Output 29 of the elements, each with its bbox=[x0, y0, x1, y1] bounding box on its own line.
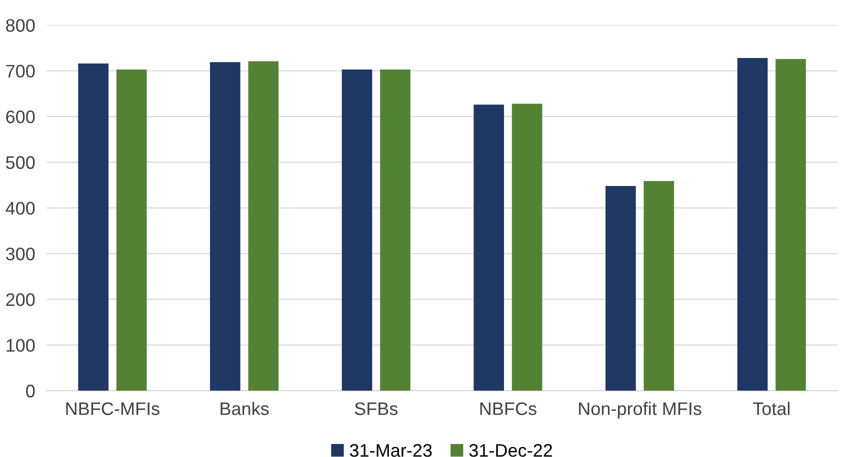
bar bbox=[512, 104, 542, 391]
y-tick-label: 600 bbox=[6, 110, 35, 124]
x-tick-label: NBFCs bbox=[480, 402, 536, 416]
bar bbox=[248, 61, 279, 391]
y-tick-label: 500 bbox=[6, 156, 35, 169]
bar bbox=[116, 69, 147, 391]
y-tick-label: 0 bbox=[26, 384, 35, 398]
y-tick-label: 300 bbox=[6, 248, 35, 260]
bar bbox=[776, 58, 806, 391]
x-tick-label: Non-profit MFIs bbox=[579, 402, 702, 419]
y-tick-label: 100 bbox=[6, 338, 35, 352]
bar bbox=[78, 64, 108, 391]
bar bbox=[210, 62, 240, 391]
x-tick-label: Banks bbox=[220, 402, 269, 416]
bar bbox=[737, 58, 768, 391]
y-tick-label: 400 bbox=[6, 202, 35, 215]
x-tick-label: Total bbox=[752, 402, 790, 416]
bar bbox=[380, 69, 410, 391]
legend-label: 31-Dec-22 bbox=[469, 444, 552, 457]
x-tick-label: NBFC-MFIs bbox=[66, 402, 160, 416]
bar bbox=[474, 104, 504, 391]
legend-label: 31-Mar-23 bbox=[350, 444, 432, 457]
bar bbox=[606, 186, 636, 391]
bar bbox=[644, 180, 674, 391]
y-tick-label: 800 bbox=[6, 19, 35, 32]
y-tick-label: 700 bbox=[6, 64, 35, 78]
bar bbox=[342, 69, 372, 391]
x-tick-label: SFBs bbox=[354, 402, 398, 416]
y-tick-label: 200 bbox=[6, 293, 35, 306]
